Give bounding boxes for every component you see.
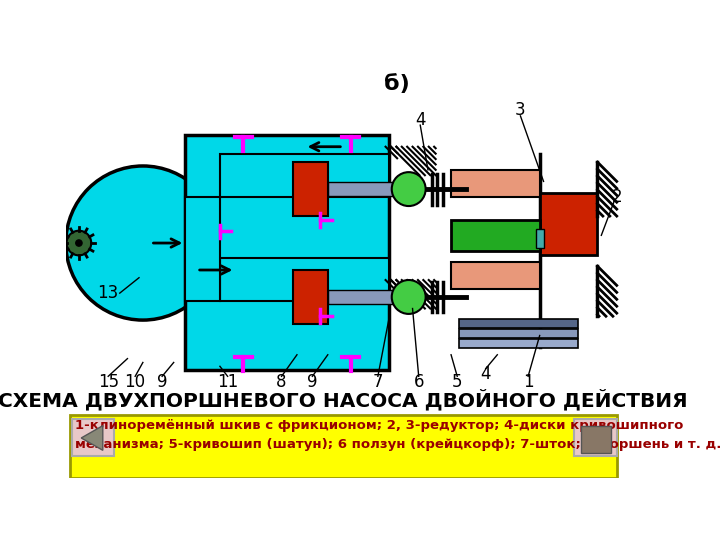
Bar	[66, 389, 621, 413]
Bar	[328, 182, 409, 196]
Bar	[536, 229, 544, 248]
Circle shape	[392, 280, 426, 314]
Text: 2: 2	[611, 188, 622, 206]
Text: 4: 4	[480, 365, 491, 383]
Text: 8: 8	[276, 373, 287, 391]
Circle shape	[66, 231, 91, 255]
Text: 4: 4	[415, 111, 426, 129]
Circle shape	[66, 166, 220, 320]
Bar	[72, 420, 114, 456]
Bar	[459, 329, 578, 338]
Bar	[293, 162, 328, 216]
Bar	[580, 426, 611, 453]
Text: 3: 3	[515, 101, 526, 119]
Bar	[293, 270, 328, 324]
Text: 1-клиноремённый шкив с фрикционом; 2, 3-редуктор; 4-диски кривошипного: 1-клиноремённый шкив с фрикционом; 2, 3-…	[75, 419, 683, 432]
Bar	[575, 420, 617, 456]
Bar	[451, 170, 540, 197]
Bar	[451, 220, 540, 251]
Bar	[328, 290, 409, 304]
Bar	[540, 193, 598, 254]
Text: 15: 15	[98, 373, 119, 391]
Text: механизма; 5-кривошип (шатун); 6 ползун (крейцкорф); 7-шток; 8-поршень и т. д.: механизма; 5-кривошип (шатун); 6 ползун …	[75, 438, 720, 451]
Text: СХЕМА ДВУХПОРШНЕВОГО НАСОСА ДВОЙНОГО ДЕЙСТВИЯ: СХЕМА ДВУХПОРШНЕВОГО НАСОСА ДВОЙНОГО ДЕЙ…	[0, 389, 688, 410]
Bar	[451, 262, 540, 289]
Text: 11: 11	[217, 373, 238, 391]
Bar	[459, 319, 578, 328]
Text: 7: 7	[373, 373, 383, 391]
Circle shape	[75, 239, 83, 247]
Bar	[185, 197, 220, 301]
Text: 10: 10	[125, 373, 145, 391]
Text: 1: 1	[523, 373, 534, 391]
Text: 6: 6	[413, 373, 424, 391]
Text: 13: 13	[98, 284, 119, 302]
Bar	[220, 154, 390, 197]
Circle shape	[392, 172, 426, 206]
Text: 9: 9	[157, 373, 167, 391]
Bar	[70, 415, 617, 478]
Text: 9: 9	[307, 373, 318, 391]
Polygon shape	[81, 426, 103, 450]
Bar	[459, 339, 578, 348]
Text: 5: 5	[452, 373, 462, 391]
Bar	[185, 135, 390, 370]
Bar	[220, 259, 390, 301]
Text: б): б)	[384, 73, 410, 93]
